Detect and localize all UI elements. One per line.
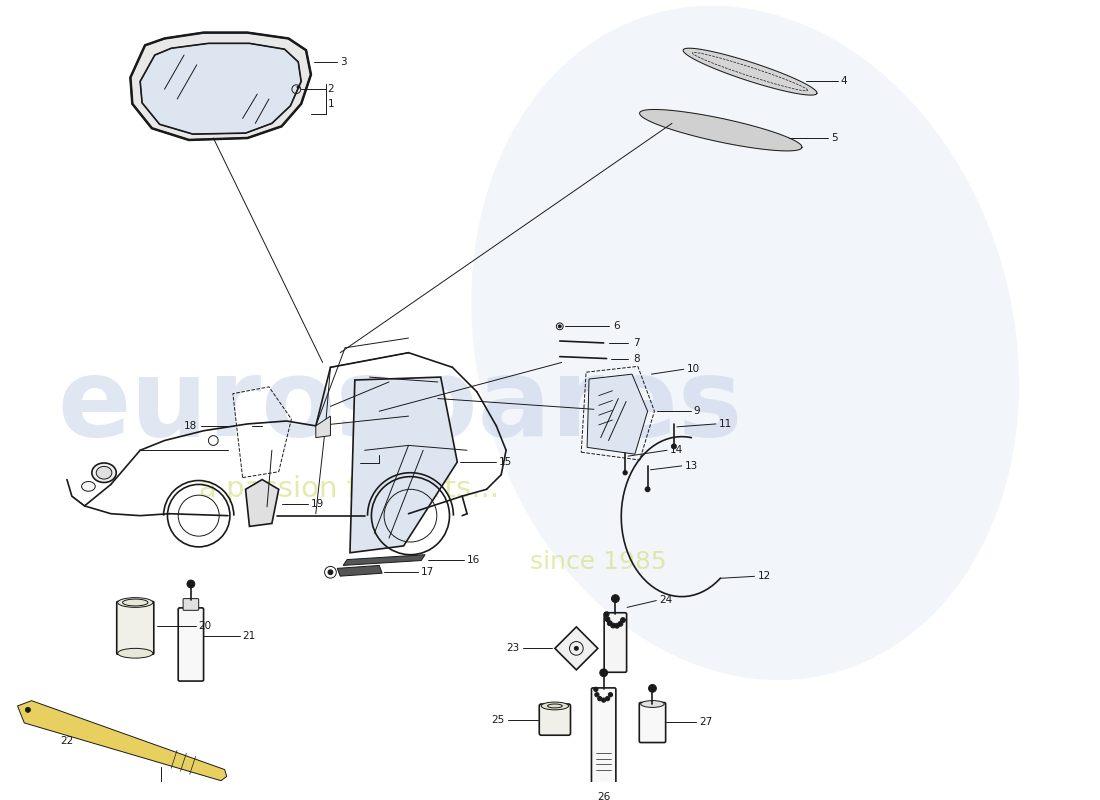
- Circle shape: [671, 444, 676, 449]
- Circle shape: [605, 697, 609, 701]
- Text: 10: 10: [686, 364, 700, 374]
- Polygon shape: [316, 416, 330, 438]
- Ellipse shape: [118, 598, 153, 607]
- Text: 12: 12: [758, 571, 771, 582]
- Circle shape: [559, 325, 561, 328]
- Text: 6: 6: [614, 322, 620, 331]
- Text: 5: 5: [830, 133, 838, 143]
- Circle shape: [620, 618, 626, 622]
- FancyBboxPatch shape: [117, 602, 154, 654]
- Polygon shape: [140, 43, 301, 134]
- Text: 21: 21: [243, 630, 256, 641]
- Circle shape: [612, 594, 619, 602]
- FancyBboxPatch shape: [639, 702, 665, 742]
- Circle shape: [618, 622, 623, 626]
- Circle shape: [645, 487, 650, 492]
- Text: 16: 16: [468, 554, 481, 565]
- Circle shape: [297, 86, 299, 89]
- FancyBboxPatch shape: [183, 598, 199, 610]
- Text: 22: 22: [60, 736, 74, 746]
- Circle shape: [605, 617, 609, 622]
- Text: a passion for parts...: a passion for parts...: [199, 475, 498, 503]
- Text: 9: 9: [693, 406, 700, 416]
- Circle shape: [595, 693, 600, 697]
- Polygon shape: [131, 33, 311, 140]
- Ellipse shape: [541, 702, 569, 710]
- Circle shape: [25, 707, 31, 712]
- Text: 4: 4: [840, 77, 847, 86]
- Text: 18: 18: [184, 421, 197, 431]
- Text: 27: 27: [700, 717, 713, 726]
- Ellipse shape: [471, 6, 1019, 680]
- Text: 15: 15: [499, 457, 513, 467]
- Circle shape: [600, 669, 607, 677]
- Ellipse shape: [91, 463, 117, 482]
- Text: 23: 23: [506, 643, 519, 654]
- Ellipse shape: [641, 701, 664, 707]
- Circle shape: [574, 646, 579, 650]
- Polygon shape: [554, 627, 597, 670]
- Polygon shape: [338, 566, 382, 576]
- Text: 24: 24: [659, 594, 672, 605]
- Text: 2: 2: [328, 84, 334, 94]
- Polygon shape: [245, 479, 278, 526]
- FancyBboxPatch shape: [539, 704, 571, 735]
- Text: 26: 26: [597, 792, 611, 800]
- Polygon shape: [639, 110, 802, 151]
- Text: 7: 7: [632, 338, 639, 348]
- Text: 17: 17: [421, 567, 434, 578]
- Text: 8: 8: [632, 354, 639, 363]
- FancyBboxPatch shape: [178, 608, 204, 681]
- Text: 13: 13: [684, 461, 697, 471]
- Text: since 1985: since 1985: [530, 550, 667, 574]
- Polygon shape: [343, 554, 425, 566]
- Text: 20: 20: [199, 621, 212, 631]
- Circle shape: [623, 470, 627, 475]
- Circle shape: [597, 697, 602, 701]
- Text: 3: 3: [340, 57, 346, 67]
- Polygon shape: [18, 701, 227, 781]
- Polygon shape: [350, 377, 458, 553]
- Text: 14: 14: [670, 446, 683, 455]
- Circle shape: [649, 685, 657, 692]
- Circle shape: [615, 623, 619, 628]
- Circle shape: [608, 693, 613, 697]
- Ellipse shape: [118, 648, 153, 658]
- Polygon shape: [683, 48, 817, 95]
- Ellipse shape: [81, 482, 96, 491]
- Circle shape: [594, 687, 598, 691]
- Text: 1: 1: [328, 99, 334, 109]
- Circle shape: [187, 580, 195, 588]
- Ellipse shape: [96, 466, 112, 479]
- Text: 25: 25: [491, 714, 504, 725]
- Text: eurospares: eurospares: [57, 354, 742, 459]
- Circle shape: [607, 621, 613, 626]
- FancyBboxPatch shape: [592, 688, 616, 783]
- Circle shape: [602, 698, 606, 702]
- Circle shape: [604, 612, 609, 617]
- Polygon shape: [587, 374, 648, 454]
- Circle shape: [610, 623, 616, 628]
- Circle shape: [328, 570, 333, 574]
- FancyBboxPatch shape: [604, 613, 627, 672]
- Text: 19: 19: [311, 499, 324, 509]
- Text: 11: 11: [718, 419, 733, 429]
